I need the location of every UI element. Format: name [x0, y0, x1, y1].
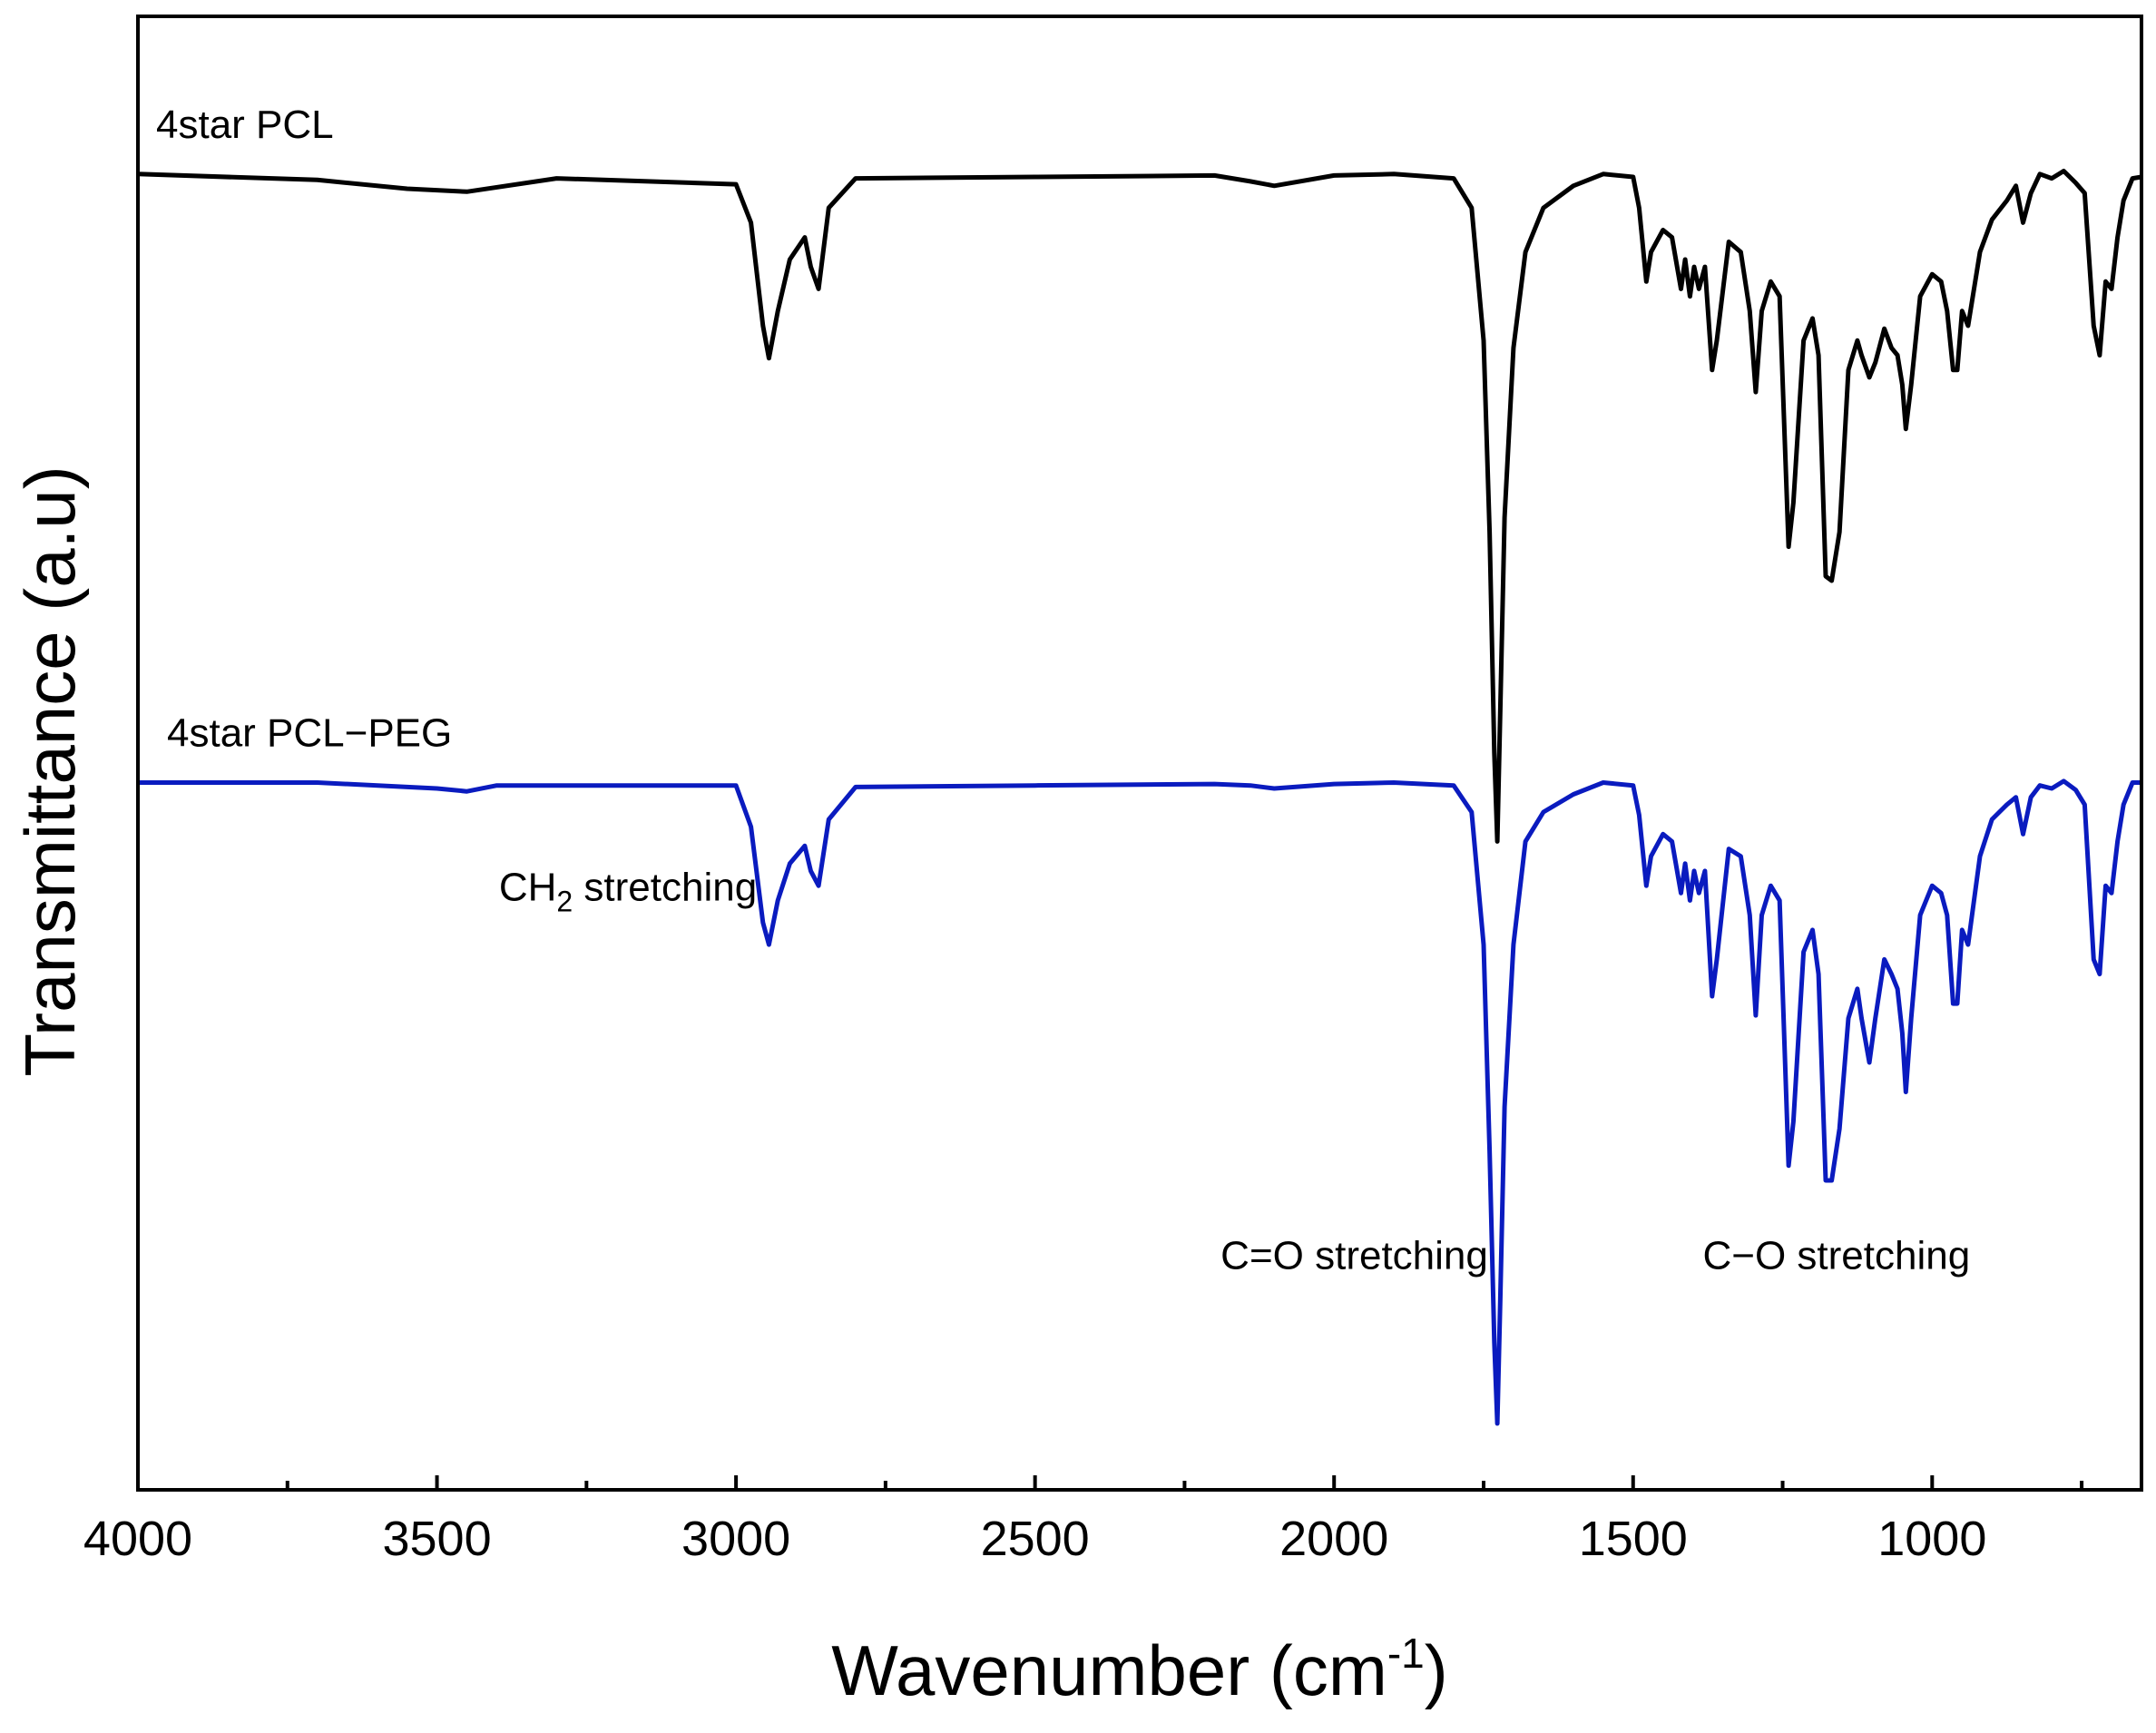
- annotation-ch2-subscript: 2: [556, 885, 573, 917]
- x-axis-title-close: ): [1425, 1630, 1448, 1710]
- x-tick-label: 4000: [83, 1512, 192, 1566]
- annotation-ch2-main: CH: [499, 865, 557, 909]
- annotation-co-single-stretching: C−O stretching: [1703, 1233, 1971, 1278]
- series-lines: [137, 169, 2142, 1426]
- x-tick-label: 1500: [1579, 1512, 1688, 1566]
- annotation-co-double-stretching: C=O stretching: [1220, 1233, 1488, 1278]
- series-line-pcl: [137, 169, 2142, 844]
- series-line-pcl-peg: [138, 778, 2141, 1426]
- x-tick-label: 3500: [382, 1512, 491, 1566]
- x-tick-label: 1000: [1877, 1512, 1986, 1566]
- x-tick-label: 2000: [1279, 1512, 1388, 1566]
- x-tick-label: 2500: [981, 1512, 1090, 1566]
- x-axis-title-main: Wavenumber (cm: [831, 1630, 1387, 1710]
- x-axis-title: Wavenumber (cm-1): [831, 1630, 1447, 1710]
- x-tick-label: 3000: [681, 1512, 790, 1566]
- annotation-ch2-stretching: CH2 stretching: [499, 865, 757, 917]
- x-axis-title-superscript: -1: [1387, 1630, 1425, 1677]
- plot-frame: [136, 15, 2143, 1492]
- x-axis: 4000 3500 3000 2500 2000 1500 1000: [83, 1475, 2084, 1566]
- annotation-ch2-rest: stretching: [573, 865, 757, 909]
- series-label-pcl: 4star PCL: [156, 103, 334, 147]
- series-label-pcl-peg: 4star PCL−PEG: [167, 710, 452, 755]
- y-axis-title: Transmittance (a.u): [10, 465, 90, 1076]
